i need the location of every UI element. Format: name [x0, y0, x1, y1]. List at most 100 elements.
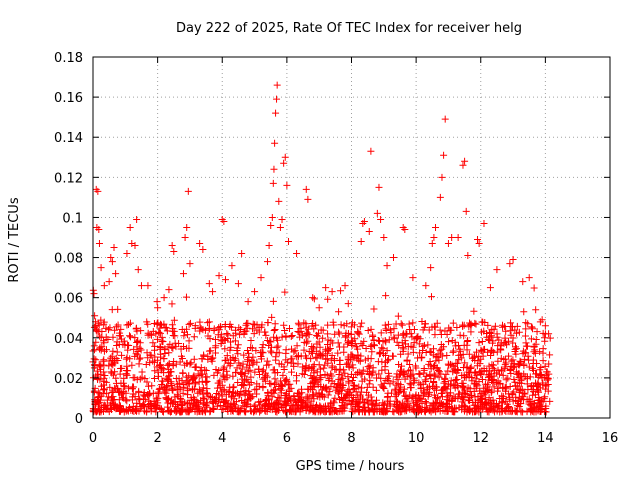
data-point — [543, 368, 551, 376]
data-point — [517, 358, 525, 366]
data-point — [169, 344, 177, 352]
data-point — [490, 399, 498, 407]
data-point — [154, 319, 162, 327]
data-point — [513, 407, 520, 415]
data-point — [245, 349, 253, 357]
data-point — [227, 393, 235, 401]
data-point — [316, 402, 324, 410]
data-point — [190, 355, 198, 363]
data-point — [235, 324, 243, 332]
data-point — [394, 389, 402, 397]
data-point — [255, 323, 263, 331]
data-point — [330, 355, 338, 363]
data-point — [545, 330, 553, 338]
data-point — [100, 361, 108, 369]
data-point — [440, 379, 448, 387]
data-point — [240, 389, 248, 397]
data-point — [441, 327, 449, 335]
data-point — [238, 250, 246, 258]
data-point — [344, 387, 352, 395]
data-point — [99, 407, 107, 415]
data-point — [218, 381, 226, 389]
data-point — [536, 384, 544, 392]
data-point — [441, 115, 449, 123]
data-point — [124, 405, 132, 413]
data-point — [327, 370, 335, 378]
data-point — [310, 343, 318, 351]
data-point — [289, 401, 297, 409]
data-point — [300, 346, 308, 354]
data-point — [467, 391, 475, 399]
data-point — [274, 369, 282, 377]
data-point — [410, 377, 418, 385]
data-point — [167, 368, 175, 376]
data-point — [459, 379, 467, 387]
data-point — [533, 382, 541, 390]
data-point — [247, 343, 255, 351]
data-point — [464, 336, 472, 344]
data-point — [370, 341, 378, 349]
data-point — [529, 366, 537, 374]
data-point — [453, 323, 461, 331]
data-point — [95, 389, 103, 397]
data-point — [106, 324, 114, 332]
data-point — [502, 376, 510, 384]
data-point — [218, 395, 226, 403]
data-point — [509, 356, 517, 364]
data-point — [382, 325, 390, 333]
data-point — [304, 195, 312, 203]
data-point — [475, 339, 483, 347]
data-point — [420, 341, 428, 349]
data-point — [187, 359, 195, 367]
data-point — [103, 396, 111, 404]
data-point — [370, 400, 378, 408]
data-point — [529, 407, 537, 415]
data-point — [280, 321, 288, 329]
data-point — [525, 363, 533, 371]
data-point — [246, 366, 254, 374]
data-point — [232, 398, 240, 406]
data-point — [270, 333, 278, 341]
data-point — [139, 402, 147, 410]
data-point — [415, 370, 423, 378]
data-point — [128, 385, 136, 393]
data-point — [179, 369, 187, 377]
data-point — [335, 308, 343, 316]
data-point — [307, 372, 315, 380]
data-point — [525, 274, 533, 282]
data-point — [279, 371, 287, 379]
data-point — [239, 402, 247, 410]
data-point — [477, 399, 485, 407]
x-tick-label: 16 — [602, 431, 619, 446]
data-point — [322, 284, 330, 292]
data-point — [509, 339, 517, 347]
data-point — [244, 298, 252, 306]
data-point — [224, 359, 232, 367]
data-point — [444, 367, 452, 375]
data-point — [525, 356, 533, 364]
data-point — [456, 331, 464, 339]
data-point — [96, 332, 104, 340]
data-point — [282, 377, 290, 385]
data-point — [146, 331, 154, 339]
y-axis-label: ROTI / TECUs — [7, 197, 22, 282]
data-point — [354, 328, 362, 336]
data-point — [137, 282, 145, 290]
data-point — [382, 292, 390, 300]
data-point — [475, 378, 483, 386]
data-point — [318, 352, 326, 360]
data-point — [472, 368, 480, 376]
data-point — [388, 352, 396, 360]
data-point — [253, 380, 261, 388]
data-point — [486, 372, 494, 380]
data-point — [366, 377, 374, 385]
data-point — [98, 382, 106, 390]
data-point — [169, 362, 177, 370]
data-point — [267, 347, 275, 355]
data-point — [232, 368, 240, 376]
data-point — [288, 368, 296, 376]
data-point — [272, 379, 280, 387]
data-point — [455, 404, 463, 412]
data-point — [207, 355, 215, 363]
x-tick-label: 4 — [218, 431, 226, 446]
